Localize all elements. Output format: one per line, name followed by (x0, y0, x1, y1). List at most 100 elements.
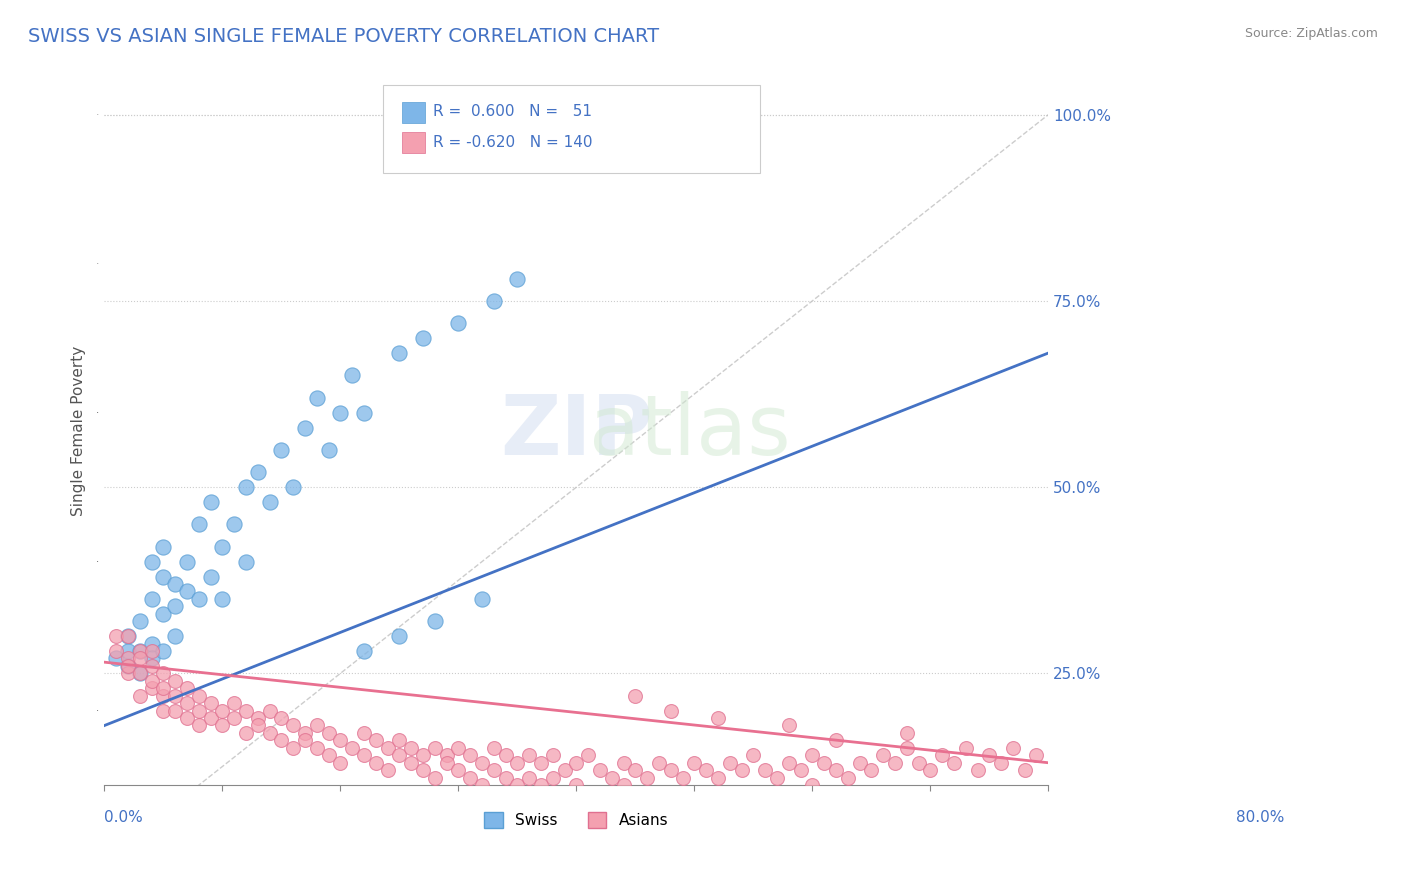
Point (920, 763, 942, 777)
Point (353, 644, 375, 658)
Point (589, 763, 612, 777)
Point (458, 771, 481, 785)
Point (801, 748, 824, 763)
Point (423, 771, 446, 785)
Point (576, 748, 599, 763)
Point (517, 748, 540, 763)
Point (318, 748, 340, 763)
Point (165, 704, 187, 718)
Point (730, 763, 752, 777)
Point (117, 629, 139, 643)
FancyBboxPatch shape (402, 103, 426, 123)
Point (318, 442, 340, 457)
Point (388, 748, 411, 763)
Point (353, 748, 375, 763)
Point (613, 778, 636, 792)
Point (141, 636, 163, 650)
Point (482, 740, 505, 755)
Point (506, 778, 529, 792)
Point (565, 778, 588, 792)
Point (294, 733, 316, 747)
Point (742, 785, 765, 799)
Point (165, 673, 187, 688)
Point (141, 651, 163, 665)
Point (554, 130, 576, 145)
Point (966, 763, 988, 777)
Point (482, 763, 505, 777)
Point (447, 763, 470, 777)
Point (128, 666, 150, 681)
Text: atlas: atlas (589, 391, 790, 472)
Point (388, 629, 411, 643)
Point (141, 591, 163, 606)
Point (117, 644, 139, 658)
Point (152, 540, 174, 554)
Point (1014, 763, 1036, 777)
Point (482, 293, 505, 308)
Point (152, 666, 174, 681)
Point (187, 718, 209, 732)
Point (117, 651, 139, 665)
Point (766, 771, 789, 785)
Point (246, 718, 269, 732)
Point (305, 391, 328, 405)
Point (789, 763, 811, 777)
Point (517, 771, 540, 785)
Point (259, 726, 281, 740)
Point (117, 666, 139, 681)
Point (825, 763, 848, 777)
Point (270, 442, 292, 457)
Point (683, 793, 706, 807)
Point (778, 756, 800, 770)
Point (695, 763, 717, 777)
Text: 80.0%: 80.0% (1236, 810, 1284, 825)
Point (152, 607, 174, 621)
Point (883, 785, 905, 799)
Point (979, 748, 1001, 763)
Point (423, 740, 446, 755)
Point (270, 733, 292, 747)
Point (377, 740, 399, 755)
Point (165, 689, 187, 703)
Point (200, 711, 222, 725)
Point (165, 577, 187, 591)
Point (364, 733, 387, 747)
Point (165, 629, 187, 643)
Point (837, 793, 859, 807)
Point (235, 555, 257, 569)
Point (718, 756, 741, 770)
Point (353, 726, 375, 740)
Point (436, 748, 458, 763)
Point (105, 629, 128, 643)
Point (152, 681, 174, 696)
Point (530, 130, 553, 145)
Point (907, 756, 929, 770)
Point (141, 644, 163, 658)
Point (471, 778, 494, 792)
Point (423, 614, 446, 628)
Point (224, 696, 246, 710)
Point (530, 778, 553, 792)
Point (105, 651, 128, 665)
Point (896, 740, 918, 755)
Point (128, 644, 150, 658)
Point (353, 406, 375, 420)
Point (742, 748, 765, 763)
Point (259, 704, 281, 718)
Point (187, 704, 209, 718)
Point (541, 771, 564, 785)
Point (117, 659, 139, 673)
Point (624, 763, 647, 777)
Point (506, 271, 529, 285)
Point (872, 748, 894, 763)
Point (495, 748, 517, 763)
Point (883, 756, 905, 770)
Point (860, 763, 883, 777)
Point (813, 756, 835, 770)
Point (259, 495, 281, 509)
Y-axis label: Single Female Poverty: Single Female Poverty (72, 346, 86, 516)
Point (329, 406, 352, 420)
Point (412, 331, 434, 345)
Point (1025, 748, 1047, 763)
Point (801, 778, 824, 792)
